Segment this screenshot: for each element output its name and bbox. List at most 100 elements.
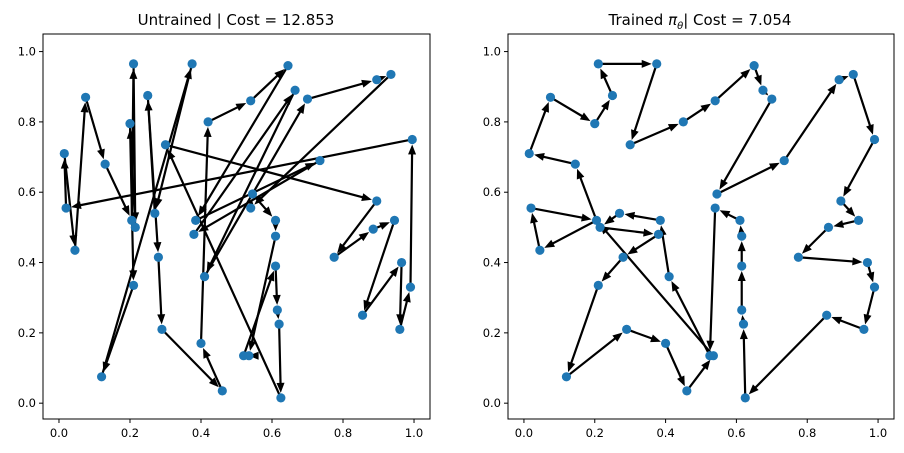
city-point	[859, 324, 869, 334]
city-point	[270, 261, 281, 271]
y-tick-label: 0.0	[18, 396, 36, 410]
city-point	[591, 215, 602, 225]
trained-title-after: | Cost = 7.054	[683, 11, 791, 29]
tour-edge-arrowhead	[576, 168, 585, 180]
tour-edge	[578, 175, 598, 222]
city-point	[150, 208, 160, 218]
tour-edge-arrowhead	[601, 271, 612, 282]
city-point	[779, 155, 789, 166]
city-point	[246, 203, 256, 213]
city-point	[712, 189, 722, 199]
x-tick-label: 0.6	[727, 426, 745, 440]
city-point	[678, 117, 688, 127]
tour-edge	[205, 354, 224, 392]
x-tick-label: 0.8	[334, 426, 352, 440]
x-tick-label: 1.0	[405, 426, 423, 440]
tour-edge-arrowhead	[579, 112, 591, 122]
tour-edge-arrowhead	[379, 222, 390, 230]
tour-edge	[528, 108, 548, 155]
tour-edge-arrowhead	[389, 266, 399, 277]
city-point	[614, 208, 625, 218]
tour-edge-arrowhead	[272, 294, 281, 306]
tour-edge	[209, 89, 297, 267]
tour-edge-arrowhead	[254, 194, 265, 205]
tour-edge	[629, 125, 673, 146]
city-point	[622, 324, 632, 334]
tour-edge	[753, 314, 828, 390]
city-point	[395, 324, 405, 334]
tour-edge-arrowhead	[567, 361, 576, 373]
tour-edge-arrowhead	[153, 242, 162, 253]
tour-edge	[409, 151, 414, 289]
city-point	[708, 351, 718, 361]
city-point	[526, 203, 536, 213]
city-point	[130, 222, 140, 232]
city-point	[749, 61, 759, 71]
untrained-x-axis: 0.0 0.2 0.4 0.6 0.8 1.0	[50, 419, 423, 440]
city-point	[625, 140, 635, 150]
trained-title-subscript: θ	[677, 21, 683, 32]
tour-edge-arrowhead	[402, 291, 411, 303]
tour-edge	[164, 143, 366, 199]
city-point	[272, 305, 282, 315]
city-point	[100, 159, 110, 169]
city-point	[368, 224, 378, 234]
tour-edge	[806, 226, 830, 250]
city-point	[127, 215, 137, 225]
city-point	[822, 310, 832, 320]
tour-edge	[250, 235, 277, 345]
tour-edge-arrowhead	[600, 68, 609, 80]
city-point	[128, 280, 139, 290]
y-tick-label: 1.0	[18, 45, 36, 59]
tour-edge-arrowhead	[530, 212, 539, 224]
city-point	[290, 85, 300, 95]
city-point	[203, 117, 213, 127]
city-point	[590, 119, 600, 129]
tour-edge-arrowhead	[843, 185, 852, 197]
tour-edge	[156, 62, 194, 202]
city-point	[405, 282, 416, 292]
city-point	[869, 134, 880, 145]
tour-edge-arrowhead	[754, 74, 762, 86]
city-point	[191, 215, 201, 225]
tour-edge-arrowhead	[203, 347, 211, 359]
tour-edge	[532, 219, 541, 252]
tour-edge	[306, 82, 366, 101]
city-point	[660, 338, 671, 349]
tour-edge-arrowhead	[198, 205, 207, 217]
tour-edge	[333, 235, 364, 259]
tour-edge-arrowhead	[737, 241, 746, 252]
city-point	[153, 252, 163, 262]
tour-edge	[631, 214, 662, 222]
tour-edge	[249, 73, 280, 102]
tour-edge-arrowhead	[248, 351, 259, 360]
tour-edge-arrowhead	[624, 211, 636, 220]
tour-edge-arrowhead	[700, 103, 711, 113]
city-point	[853, 215, 864, 225]
tour-edge-arrowhead	[833, 220, 845, 228]
tour-edge	[625, 328, 655, 341]
tour-edge-arrowhead	[541, 101, 549, 113]
y-tick-label: 0.8	[483, 115, 501, 129]
tour-edge	[709, 206, 717, 344]
city-point	[570, 159, 580, 169]
city-point	[61, 203, 71, 213]
tour-edge	[340, 199, 378, 249]
untrained-tour-edges	[60, 62, 417, 400]
city-point	[653, 229, 664, 240]
city-point	[247, 189, 258, 199]
tour-edge-arrowhead	[80, 102, 89, 113]
tour-edge	[529, 206, 585, 220]
tour-edge-arrowhead	[604, 215, 615, 225]
tour-edge-arrowhead	[408, 144, 417, 155]
y-tick-label: 0.6	[483, 185, 501, 199]
tour-edge-arrowhead	[845, 206, 856, 217]
tour-edge	[63, 152, 75, 239]
tour-edge-arrowhead	[544, 239, 556, 248]
tour-edge	[160, 328, 215, 383]
city-point	[593, 280, 603, 290]
trained-title-before: Trained	[608, 11, 669, 29]
tour-edge	[204, 159, 322, 229]
